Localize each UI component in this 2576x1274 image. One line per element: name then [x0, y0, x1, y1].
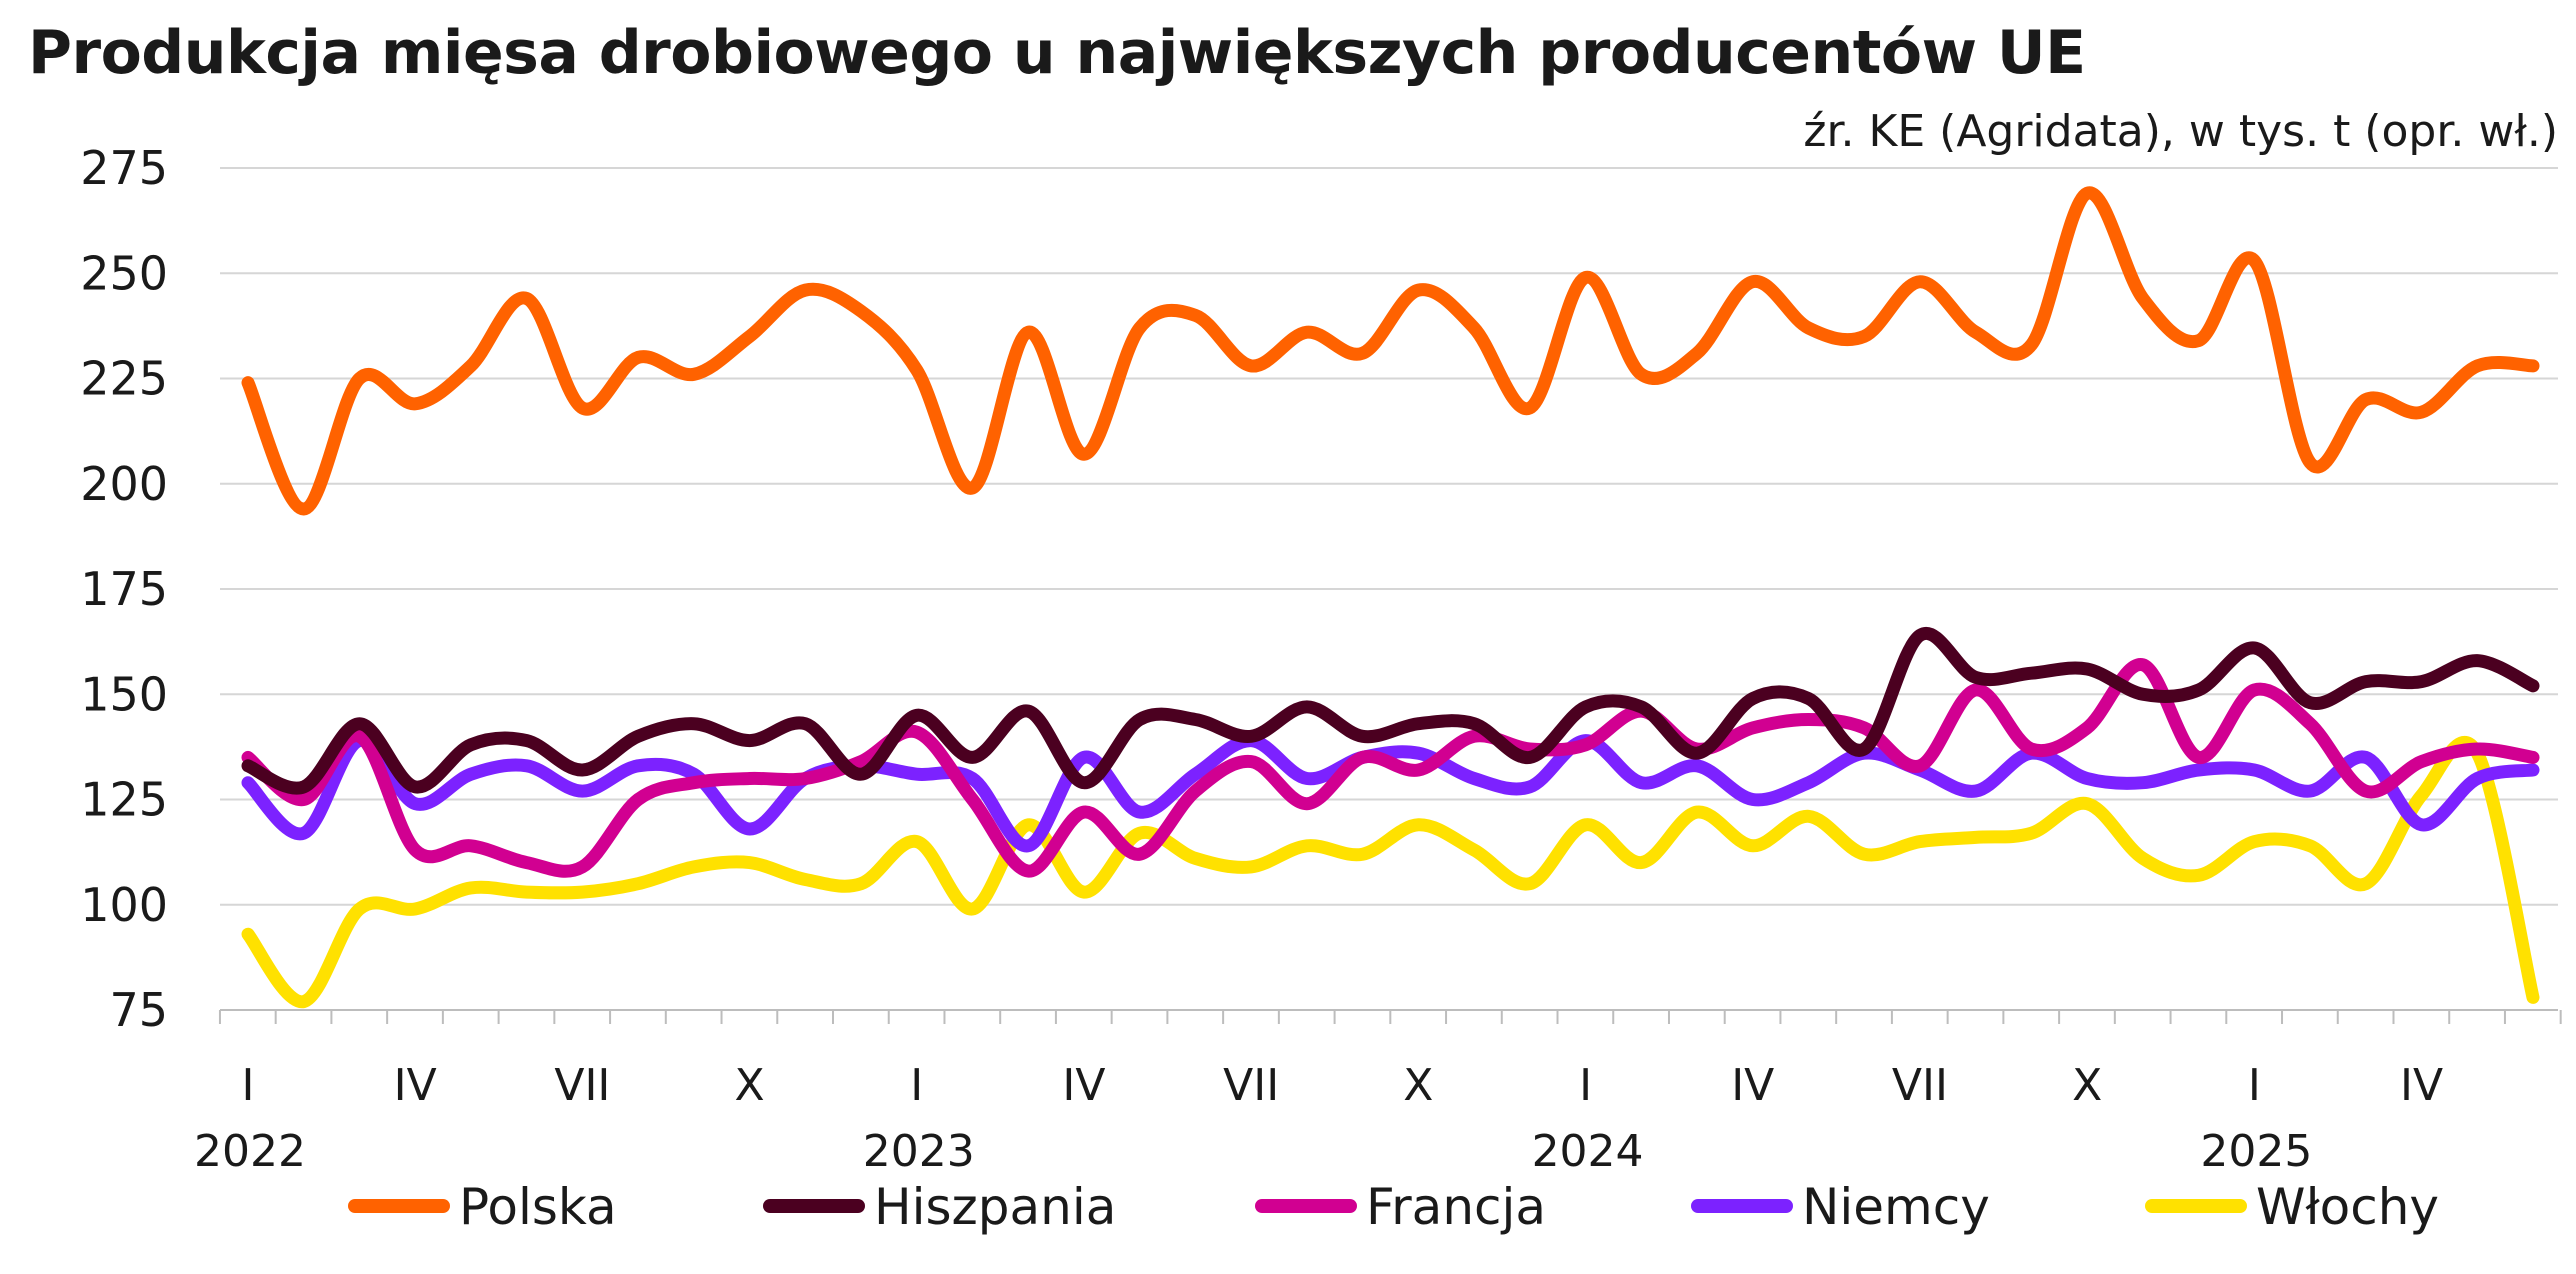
- y-tick-label: 125: [80, 773, 168, 827]
- x-tick-label: VII: [1223, 1060, 1279, 1111]
- series-line-w-ochy: [241, 736, 2540, 1009]
- x-year-label: 2022: [194, 1126, 306, 1177]
- y-tick-label: 100: [80, 878, 168, 932]
- series-lines: [241, 186, 2540, 1009]
- legend-label-w-ochy: Włochy: [2256, 1178, 2439, 1236]
- x-tick-label: I: [2248, 1060, 2261, 1111]
- x-tick-label: IV: [1062, 1060, 1105, 1111]
- x-tick-label: IV: [1731, 1060, 1774, 1111]
- series-line-polska: [241, 186, 2540, 516]
- x-tick-label: I: [242, 1060, 255, 1111]
- y-tick-label: 225: [80, 352, 168, 406]
- y-tick-label: 75: [109, 983, 168, 1037]
- legend-label-niemcy: Niemcy: [1802, 1178, 1990, 1236]
- legend-label-hiszpania: Hiszpania: [874, 1178, 1116, 1236]
- legend: Polska Hiszpania Francja Niemcy Włochy: [348, 1178, 2439, 1236]
- x-tick-label: I: [910, 1060, 923, 1111]
- x-tick-label: I: [1579, 1060, 1592, 1111]
- x-tick-label: X: [735, 1060, 765, 1111]
- y-tick-label: 250: [80, 246, 168, 300]
- y-tick-label: 200: [80, 457, 168, 511]
- legend-label-francja: Francja: [1366, 1178, 1546, 1236]
- x-year-label: 2024: [1532, 1126, 1644, 1177]
- x-year-label: 2025: [2200, 1126, 2312, 1177]
- x-tick-label: IV: [394, 1060, 437, 1111]
- series-line-francja: [241, 658, 2540, 878]
- series-line-hiszpania: [241, 627, 2540, 795]
- x-tick-label: X: [2072, 1060, 2102, 1111]
- x-tick-label: VII: [554, 1060, 610, 1111]
- axes: 275 250 225 200 175 150 125 100 75 I 2022 IV VII X I 20…: [80, 141, 2562, 1177]
- x-tick-label: X: [1403, 1060, 1433, 1111]
- y-tick-label: 275: [80, 141, 168, 195]
- legend-label-polska: Polska: [459, 1178, 617, 1236]
- chart-source-note: źr. KE (Agridata), w tys. t (opr. wł.): [1803, 106, 2558, 157]
- y-tick-label: 150: [80, 667, 168, 721]
- x-tick-label: IV: [2400, 1060, 2443, 1111]
- y-tick-label: 175: [80, 562, 168, 616]
- x-year-label: 2023: [863, 1126, 975, 1177]
- gridlines: [220, 167, 2558, 906]
- x-tick-label: VII: [1892, 1060, 1948, 1111]
- chart-title: Produkcja mięsa drobiowego u największyc…: [28, 18, 2086, 88]
